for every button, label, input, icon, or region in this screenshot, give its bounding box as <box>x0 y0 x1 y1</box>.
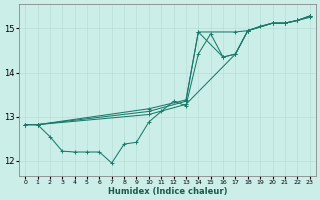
X-axis label: Humidex (Indice chaleur): Humidex (Indice chaleur) <box>108 187 227 196</box>
